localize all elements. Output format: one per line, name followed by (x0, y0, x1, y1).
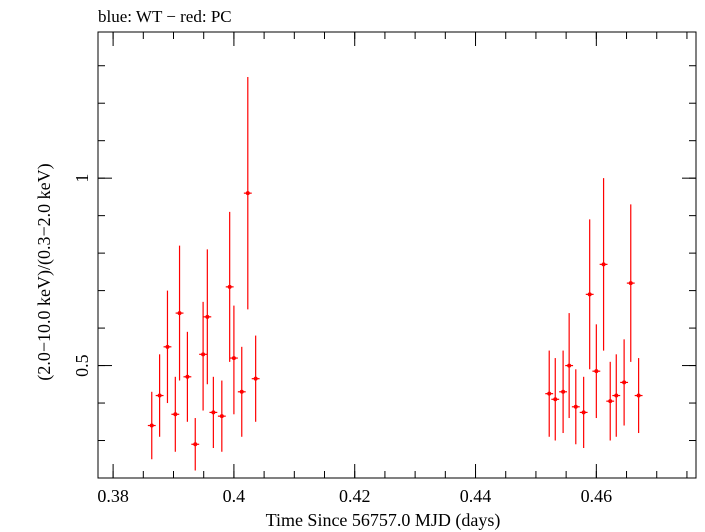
data-point (565, 313, 574, 419)
data-point (559, 350, 568, 434)
data-point (229, 305, 238, 415)
y-tick-label: 1 (72, 174, 92, 183)
x-tick-label: 0.42 (339, 486, 371, 506)
point-marker (227, 284, 232, 289)
data-point (599, 178, 608, 351)
point-marker (628, 281, 633, 286)
point-marker (157, 393, 162, 398)
point-marker (219, 414, 224, 419)
x-tick-label: 0.44 (460, 486, 492, 506)
point-marker (245, 191, 250, 196)
point-marker (165, 344, 170, 349)
data-point (191, 418, 200, 471)
data-point (209, 376, 218, 449)
data-point (203, 249, 212, 385)
point-marker (573, 404, 578, 409)
point-marker (594, 369, 599, 374)
point-marker (581, 410, 586, 415)
point-marker (211, 410, 216, 415)
data-point (199, 301, 208, 411)
point-marker (253, 376, 258, 381)
point-marker (205, 314, 210, 319)
data-point (620, 339, 629, 426)
y-axis-label: (2.0−10.0 keV)/(0.3−2.0 keV) (34, 163, 55, 380)
point-marker (185, 374, 190, 379)
data-point (243, 76, 252, 310)
data-point (183, 331, 192, 422)
data-point (606, 361, 615, 441)
point-marker (239, 389, 244, 394)
x-tick-label: 0.38 (97, 486, 129, 506)
data-point (585, 219, 594, 370)
data-point (237, 346, 246, 437)
point-marker (201, 352, 206, 357)
data-point (612, 354, 621, 437)
x-tick-label: 0.4 (223, 486, 246, 506)
point-marker (587, 292, 592, 297)
point-marker (193, 442, 198, 447)
point-marker (547, 391, 552, 396)
point-marker (567, 363, 572, 368)
data-point (634, 358, 643, 434)
point-marker (614, 393, 619, 398)
point-marker (553, 397, 558, 402)
point-marker (622, 380, 627, 385)
data-point (147, 391, 156, 460)
point-marker (149, 423, 154, 428)
point-marker (231, 356, 236, 361)
data-point (225, 211, 234, 362)
point-marker (177, 311, 182, 316)
point-marker (601, 262, 606, 267)
major-ticks (98, 32, 696, 478)
x-tick-label: 0.46 (581, 486, 613, 506)
data-point (155, 354, 164, 437)
point-marker (608, 399, 613, 404)
data-point (551, 358, 560, 441)
chart-title: blue: WT − red: PC (98, 7, 232, 26)
point-marker (173, 412, 178, 417)
data-point (217, 380, 226, 452)
data-point (163, 290, 172, 404)
plot-frame (97, 31, 697, 479)
data-point (545, 350, 554, 437)
tick-labels: 0.38 0.4 0.42 0.44 0.46 0.5 1 (72, 174, 612, 506)
x-axis-label: Time Since 56757.0 MJD (days) (266, 510, 501, 531)
data-point (171, 376, 180, 452)
data-point (626, 204, 635, 362)
point-marker (636, 393, 641, 398)
data-point (592, 324, 601, 419)
point-marker (561, 389, 566, 394)
data-point (175, 245, 184, 381)
y-tick-label: 0.5 (72, 354, 92, 377)
data-point (579, 376, 588, 449)
data-points (147, 76, 643, 471)
data-point (571, 369, 580, 445)
data-point (251, 335, 260, 422)
